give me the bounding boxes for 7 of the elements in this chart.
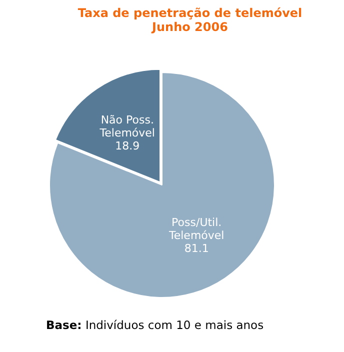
slice-label: Poss/Util. Telemóvel (168, 216, 224, 242)
data-label: 18.9 (115, 140, 140, 153)
slice-label: Não Poss. Telemóvel (98, 114, 155, 140)
chart-subtitle: Junho 2006 (150, 20, 229, 34)
chart-title: Taxa de penetração de telemóvel (76, 6, 304, 20)
text: Base: Indivíduos com 10 e mais anos (46, 318, 264, 332)
data-label: 81.1 (184, 242, 209, 256)
